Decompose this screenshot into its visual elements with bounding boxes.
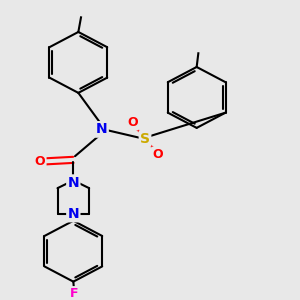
- Text: S: S: [140, 131, 150, 146]
- Text: N: N: [96, 122, 107, 136]
- Text: F: F: [70, 287, 78, 300]
- Text: N: N: [68, 207, 79, 221]
- Text: O: O: [127, 116, 138, 129]
- Text: N: N: [68, 176, 79, 190]
- Text: O: O: [35, 155, 45, 168]
- Text: O: O: [152, 148, 163, 161]
